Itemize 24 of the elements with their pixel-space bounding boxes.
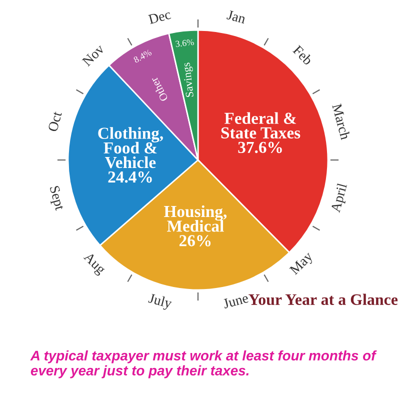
data-label: 37.6% — [238, 142, 282, 154]
text: Sept — [46, 186, 65, 212]
text: A typical taxpayer must work at least four months of every year just to pay their taxes. — [30, 350, 377, 378]
slice-label: Federal & State Taxes — [221, 112, 300, 138]
text: July — [147, 292, 173, 312]
text: May — [289, 250, 316, 278]
data-label: 26% — [179, 235, 211, 246]
data-label: 8.4% — [133, 49, 152, 64]
text: March — [332, 103, 351, 140]
text: Aug — [81, 251, 106, 277]
text: Jan — [226, 10, 246, 24]
text: Oct — [48, 110, 62, 132]
text: Dec — [148, 10, 172, 24]
data-label: 24.4% — [108, 171, 152, 183]
text: June — [222, 293, 249, 309]
text: April — [330, 182, 350, 214]
data-label: 3.6% — [175, 38, 194, 48]
text: Nov — [82, 44, 105, 67]
slice-label: Clothing, Food & Vehicle — [98, 127, 163, 168]
slice-label: Housing, Medical — [164, 205, 227, 232]
slice-label: Savings — [182, 62, 196, 98]
text: Your Year at a Glance — [248, 294, 398, 306]
slice-label: Other — [150, 76, 168, 102]
text: Feb — [292, 44, 314, 66]
